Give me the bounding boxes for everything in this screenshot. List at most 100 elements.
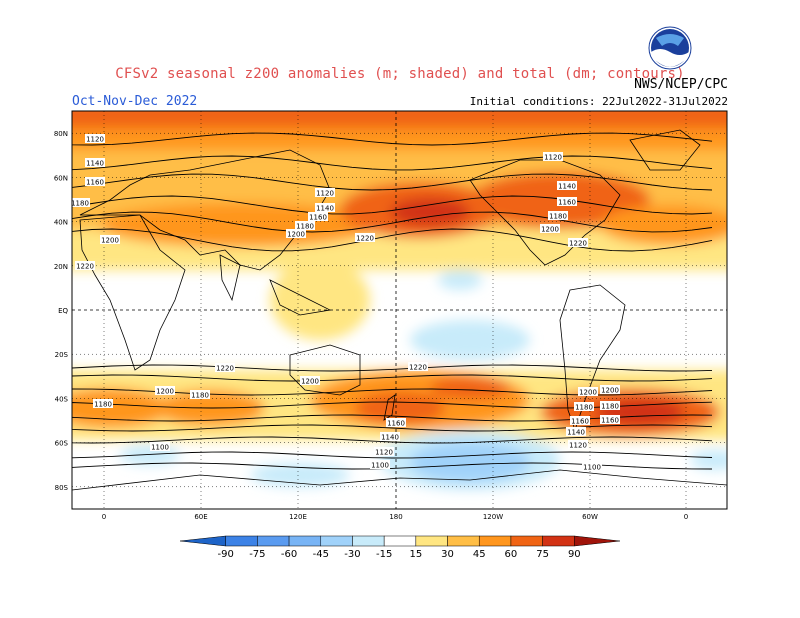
coastline-9 [72, 469, 727, 491]
contour-label: 1160 [309, 214, 327, 222]
agency-label: NWS/NCEP/CPC [634, 77, 728, 92]
colorbar-swatch [257, 535, 290, 547]
contour-label-box [75, 261, 95, 270]
contour-label-box [600, 385, 620, 394]
contour-label: 1180 [191, 392, 209, 400]
contour-label-box [315, 203, 335, 212]
colorbar-swatch [320, 535, 353, 547]
latitude-labels: 80N 60N 40N 20N EQ 20S 40S 60S 80S [54, 130, 69, 492]
lon-label: 180 [389, 513, 402, 521]
colorbar-label: 75 [536, 549, 549, 560]
contour-label-box [566, 427, 586, 436]
colorbar-swatch [288, 535, 322, 547]
lon-label: 0 [102, 513, 106, 521]
graticule [72, 111, 727, 509]
contour-label-box [582, 462, 602, 471]
contour-line [72, 424, 713, 432]
colorbar-label: -75 [249, 549, 265, 560]
contour-label-box [557, 197, 577, 206]
contour-label-box [286, 229, 306, 238]
coastline-8 [629, 129, 701, 171]
contour-label-box [295, 221, 315, 230]
figure-title: CFSv2 seasonal z200 anomalies (m; shaded… [115, 66, 685, 82]
contour-label: 1200 [101, 237, 119, 245]
contour-label: 1140 [381, 434, 399, 442]
contour-label: 1200 [579, 389, 597, 397]
colorbar-label: -60 [281, 549, 297, 560]
colorbar-swatch [179, 535, 226, 547]
contour-label-box [374, 447, 394, 456]
contour-label-box [543, 152, 563, 161]
colorbar-label: 30 [441, 549, 454, 560]
contour-label-box [568, 238, 588, 247]
colorbar-label: 90 [568, 549, 581, 560]
contour-label: 1120 [316, 190, 334, 198]
lon-label: 120E [289, 513, 307, 521]
contour-label: 1180 [575, 404, 593, 412]
lat-label: 60S [55, 440, 69, 448]
lat-label: 80S [55, 484, 69, 492]
contour-line [72, 364, 713, 372]
lat-label: 40N [54, 219, 68, 227]
contour-label-box [300, 376, 320, 385]
contour-label: 1140 [558, 183, 576, 191]
contour-label: 1120 [375, 449, 393, 457]
contour-label: 1200 [287, 231, 305, 239]
contour-label: 1220 [409, 364, 427, 372]
contour-label: 1160 [387, 420, 405, 428]
contour-line [72, 211, 713, 233]
contour-line [72, 374, 713, 382]
contour-label-box [386, 418, 406, 427]
colorbar-swatch [225, 535, 258, 547]
contour-label-box [380, 432, 400, 441]
initial-conditions-label: Initial conditions: 22Jul2022-31Jul2022 [469, 95, 728, 108]
colorbar-swatch [352, 535, 385, 547]
colorbar-swatch [574, 535, 621, 547]
contour-label-box [408, 362, 428, 371]
contour-label: 1220 [76, 263, 94, 271]
coastline-5 [383, 394, 396, 421]
contour-label-box [190, 390, 210, 399]
noaa-logo [648, 26, 692, 70]
colorbar-label: 15 [409, 549, 422, 560]
lat-label: 40S [55, 395, 69, 403]
contour-label-box [215, 363, 235, 372]
contour-line [72, 436, 713, 444]
contour-line [72, 155, 713, 171]
contour-label-box [548, 211, 568, 220]
colorbar-swatch [383, 535, 417, 547]
contour-label: 1200 [301, 378, 319, 386]
colorbar: -90 -75 -60 -45 -30 -15 15 30 45 60 75 90 [179, 535, 621, 560]
colorbar-swatch [510, 535, 543, 547]
contour-label: 1200 [156, 388, 174, 396]
lon-label: 0 [684, 513, 688, 521]
contour-label-box [85, 158, 105, 167]
colorbar-label: -15 [376, 549, 392, 560]
contour-label: 1160 [571, 418, 589, 426]
contour-line [72, 195, 713, 215]
contour-label: 1100 [583, 464, 601, 472]
longitude-labels: 0 60E 120E 180 120W 60W 0 [102, 513, 688, 521]
colorbar-swatch [415, 535, 448, 547]
contour-line [72, 451, 713, 459]
colorbar-swatch [542, 535, 575, 547]
contour-label-box [355, 233, 375, 242]
contour-label: 1200 [541, 226, 559, 234]
contour-label-box [72, 198, 90, 207]
contour-label: 1120 [86, 136, 104, 144]
contour-label: 1120 [544, 154, 562, 162]
lon-label: 120W [483, 513, 503, 521]
lon-label: 60W [582, 513, 598, 521]
coastline-0 [79, 214, 186, 371]
contour-label-box [308, 212, 328, 221]
contour-label-box [150, 442, 170, 451]
colorbar-swatch [478, 535, 512, 547]
contour-label: 1100 [151, 444, 169, 452]
lat-label: 80N [54, 130, 68, 138]
lon-label: 60E [194, 513, 207, 521]
contour-label-box [540, 224, 560, 233]
contour-label: 1160 [601, 417, 619, 425]
contour-label-box [370, 460, 390, 469]
contour-line [72, 228, 713, 252]
